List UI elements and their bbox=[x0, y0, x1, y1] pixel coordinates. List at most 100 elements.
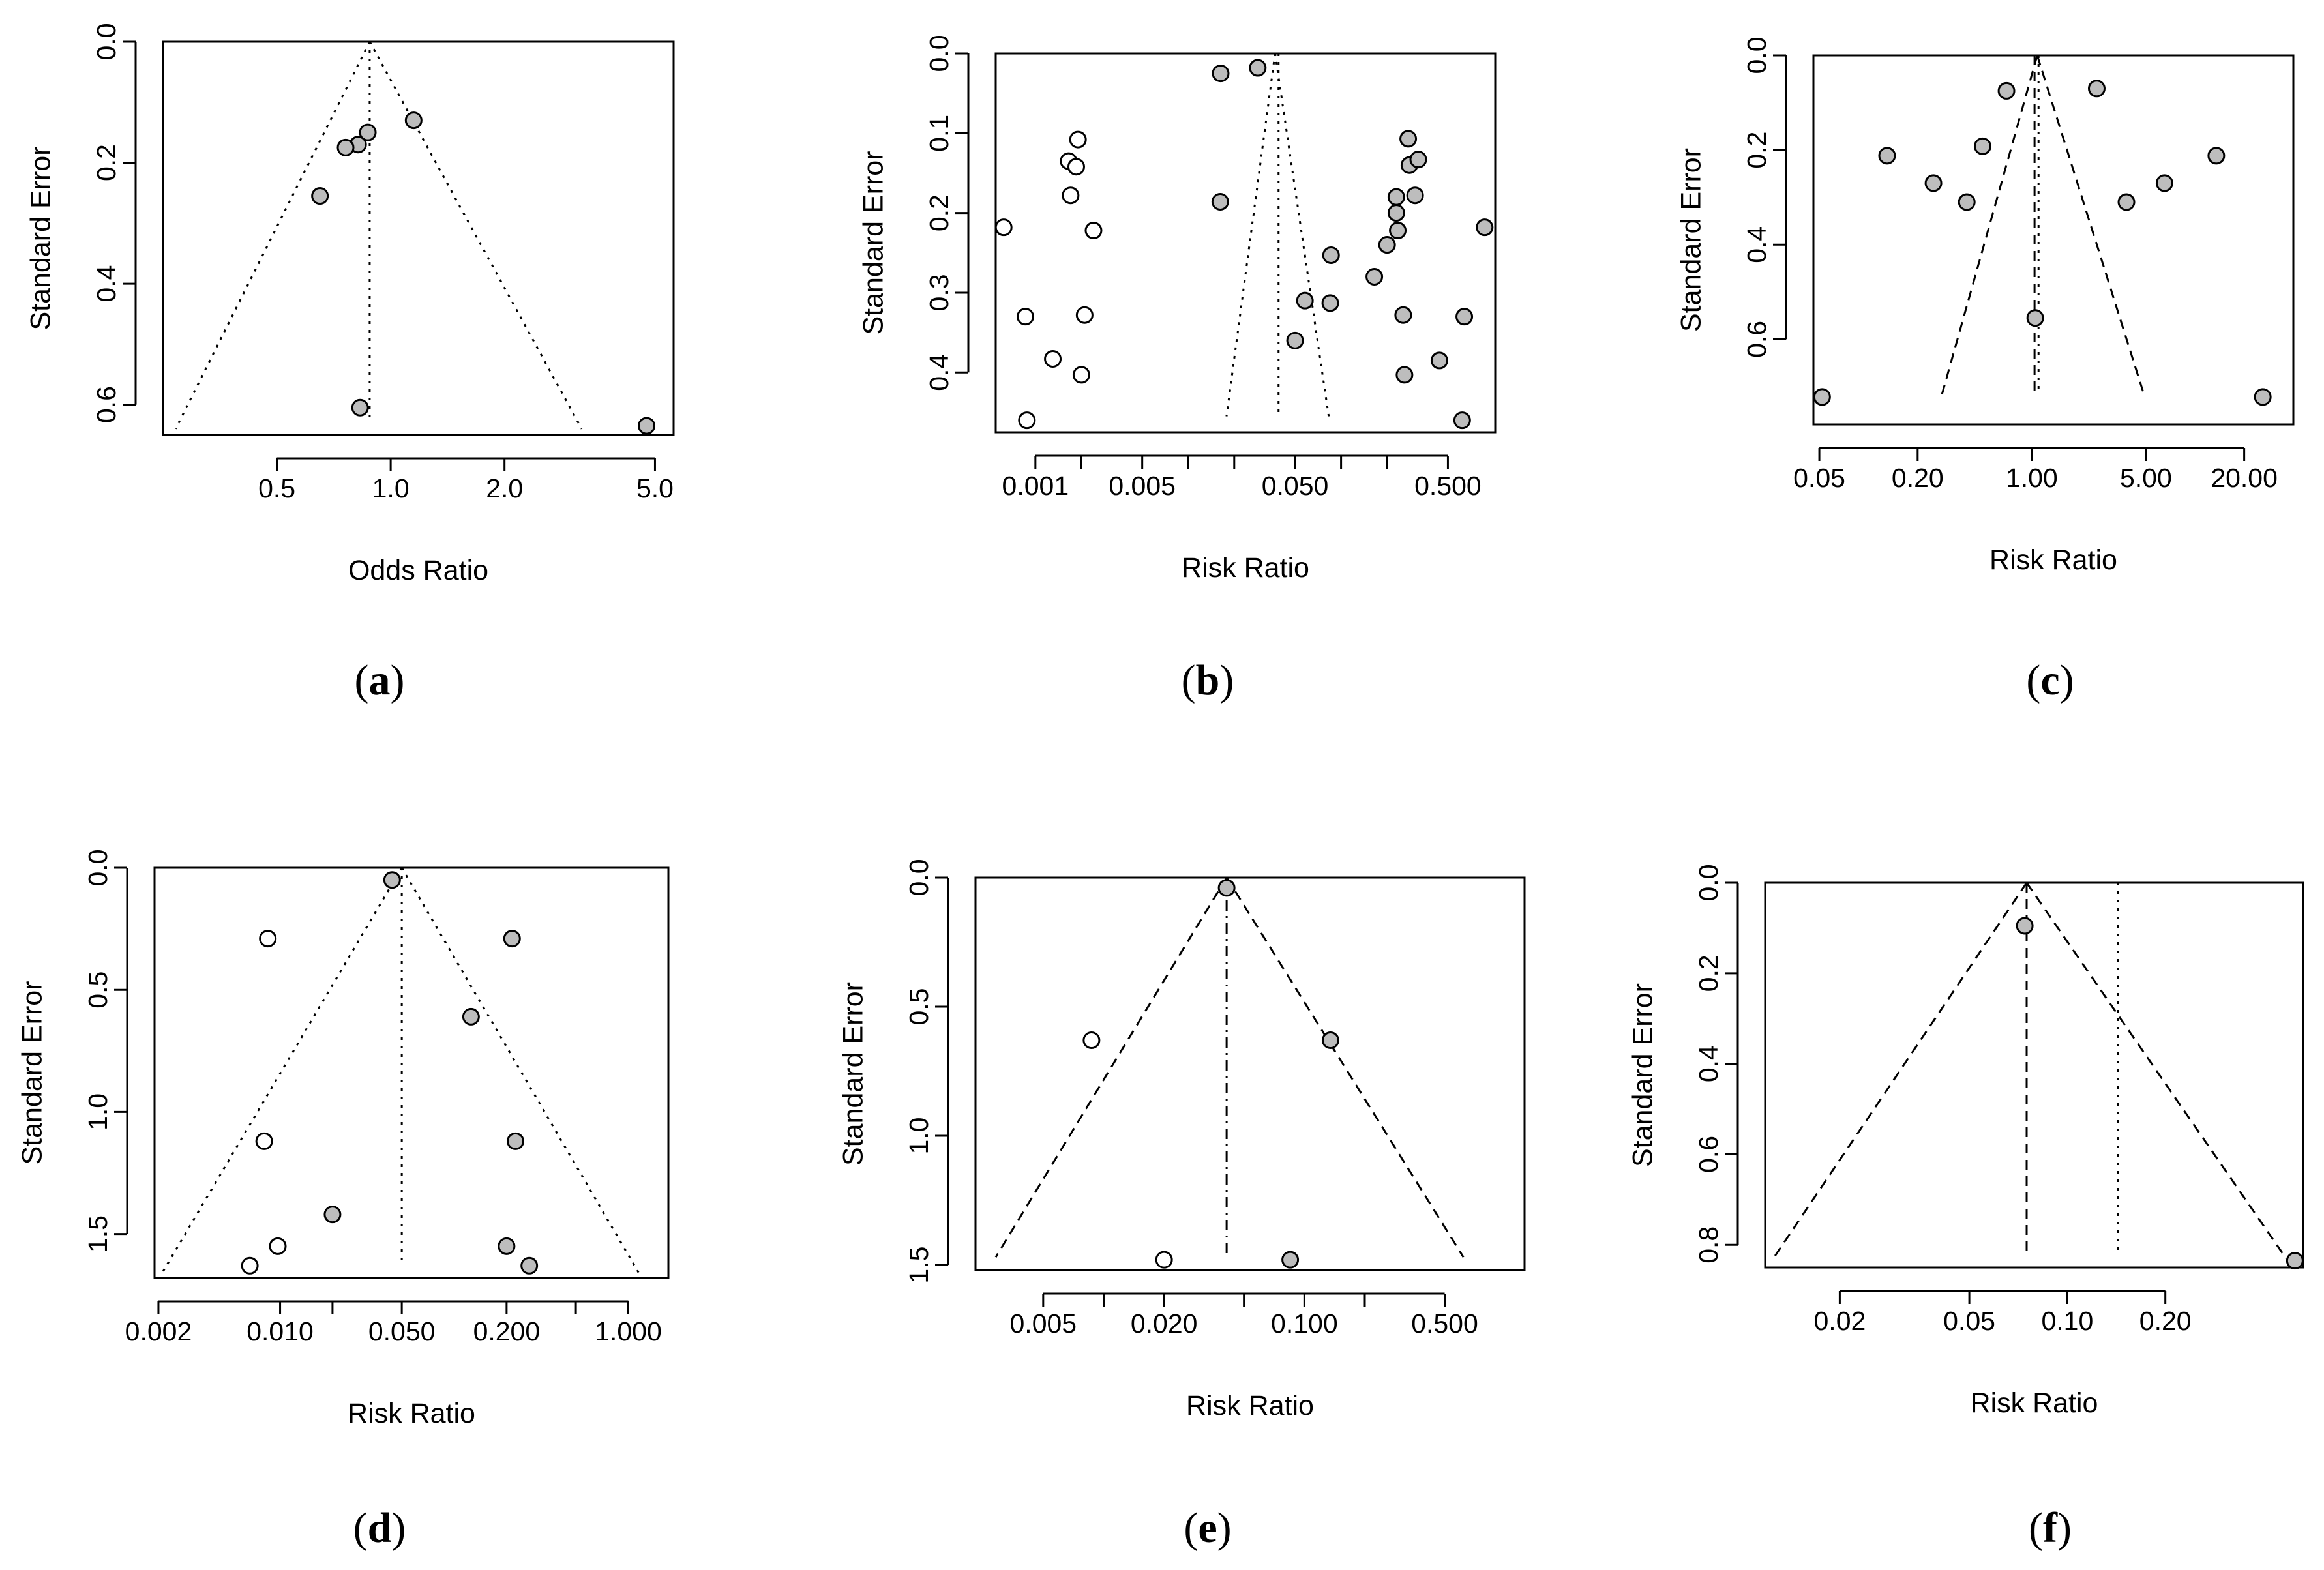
x-tick-label-b: 0.050 bbox=[1262, 471, 1329, 501]
study-point-a bbox=[359, 123, 377, 141]
imputed-point-b bbox=[1018, 411, 1036, 430]
funnel-line-e bbox=[994, 877, 1228, 1258]
y-tick-label-d: 0.5 bbox=[83, 971, 113, 1009]
plot-frame-e bbox=[974, 876, 1526, 1271]
x-axis-title-c: Risk Ratio bbox=[1989, 544, 2117, 576]
imputed-point-e bbox=[1082, 1031, 1101, 1050]
funnel-plot-f: 0.0 0.2 0.4 0.6 0.8 Standard Error 0.02 0.05 0.1… bbox=[1627, 865, 2304, 1552]
study-point-b bbox=[1394, 306, 1412, 324]
y-axis-title-c: Standard Error bbox=[1675, 148, 1706, 332]
x-tick-label-e: 0.100 bbox=[1271, 1309, 1338, 1339]
x-tick-label-b: 0.005 bbox=[1109, 471, 1176, 501]
y-axis-title-f: Standard Error bbox=[1627, 983, 1658, 1167]
y-tick-label-f: 0.4 bbox=[1693, 1045, 1723, 1082]
study-point-c bbox=[1924, 174, 1943, 192]
study-point-c bbox=[2207, 147, 2226, 165]
funnel-line-c bbox=[1940, 55, 2038, 396]
imputed-point-b bbox=[1084, 222, 1103, 240]
study-point-c bbox=[1997, 81, 2016, 100]
funnel-line-d bbox=[400, 867, 640, 1274]
imputed-point-b bbox=[1069, 130, 1087, 149]
y-tick-label-a: 0.2 bbox=[91, 144, 121, 181]
x-tick-label-a: 5.0 bbox=[636, 473, 674, 503]
panel-label-e: (e) bbox=[1184, 1504, 1231, 1552]
funnel-plot-a: 0.0 0.2 0.4 0.6 Standard Error 0.5 1.0 2.0 5.0 Od… bbox=[25, 23, 675, 704]
y-tick-label-a: 0.0 bbox=[91, 23, 121, 61]
y-tick-label-c: 0.6 bbox=[1742, 321, 1772, 358]
plot-frame-c bbox=[1812, 54, 2295, 426]
x-tick-label-c: 5.00 bbox=[2120, 463, 2172, 493]
y-tick-label-e: 1.0 bbox=[904, 1118, 934, 1155]
y-tick-label-c: 0.0 bbox=[1742, 37, 1772, 74]
panel-label-f: (f) bbox=[2029, 1504, 2072, 1552]
x-axis-title-e: Risk Ratio bbox=[1186, 1390, 1314, 1421]
x-tick-label-d: 0.050 bbox=[368, 1316, 436, 1346]
y-tick-label-d: 1.0 bbox=[83, 1093, 113, 1131]
study-point-c bbox=[2087, 80, 2106, 98]
x-tick-label-e: 0.020 bbox=[1131, 1309, 1198, 1339]
y-tick-label-f: 0.2 bbox=[1693, 955, 1723, 992]
imputed-point-b bbox=[1017, 308, 1035, 326]
plot-frame-d bbox=[153, 866, 670, 1279]
x-tick-label-e: 0.500 bbox=[1411, 1309, 1478, 1339]
study-point-b bbox=[1399, 130, 1418, 148]
study-point-f bbox=[2286, 1252, 2304, 1270]
study-point-b bbox=[1476, 218, 1494, 237]
x-tick-label-f: 0.05 bbox=[1943, 1306, 1995, 1336]
x-tick-label-a: 0.5 bbox=[258, 473, 295, 503]
imputed-point-b bbox=[1062, 186, 1080, 205]
y-axis-title-a: Standard Error bbox=[25, 146, 56, 330]
imputed-point-d bbox=[241, 1256, 259, 1275]
funnel-plot-e: 0.0 0.5 1.0 1.5 Standard Error 0.005 0.020 0.10… bbox=[837, 859, 1526, 1552]
y-tick-label-b: 0.0 bbox=[924, 35, 954, 72]
y-tick-label-b: 0.1 bbox=[924, 115, 954, 152]
study-point-c bbox=[2254, 388, 2272, 406]
panel-letter-a: a bbox=[369, 657, 391, 704]
study-point-b bbox=[1296, 291, 1314, 310]
y-tick-label-b: 0.3 bbox=[924, 274, 954, 311]
study-point-b bbox=[1286, 331, 1304, 349]
study-point-d bbox=[462, 1007, 480, 1026]
y-tick-label-b: 0.4 bbox=[924, 354, 954, 391]
study-point-b bbox=[1387, 188, 1405, 206]
panel-label-a: (a) bbox=[355, 657, 405, 704]
imputed-point-b bbox=[1075, 306, 1094, 324]
x-tick-label-d: 0.002 bbox=[125, 1316, 192, 1346]
study-point-d bbox=[323, 1206, 342, 1224]
study-point-a bbox=[311, 187, 329, 205]
imputed-point-b bbox=[1044, 349, 1062, 368]
study-point-b bbox=[1406, 186, 1424, 205]
plot-frame-a bbox=[162, 40, 675, 436]
imputed-point-d bbox=[255, 1132, 273, 1150]
x-axis-title-f: Risk Ratio bbox=[1971, 1387, 2098, 1419]
panel-letter-d: d bbox=[368, 1504, 392, 1552]
study-point-f bbox=[2016, 917, 2034, 935]
x-tick-label-f: 0.02 bbox=[1814, 1306, 1866, 1336]
x-tick-label-f: 0.20 bbox=[2139, 1306, 2192, 1336]
y-tick-label-e: 1.5 bbox=[904, 1247, 934, 1284]
y-tick-label-f: 0.6 bbox=[1693, 1136, 1723, 1173]
x-tick-label-a: 1.0 bbox=[372, 473, 410, 503]
y-tick-label-f: 0.0 bbox=[1693, 865, 1723, 902]
imputed-point-b bbox=[1072, 366, 1090, 384]
study-point-c bbox=[2155, 174, 2173, 192]
study-point-d bbox=[520, 1256, 539, 1275]
funnel-line-a bbox=[368, 41, 583, 430]
study-point-a bbox=[404, 111, 423, 130]
study-point-e bbox=[1217, 879, 1236, 897]
study-point-b bbox=[1395, 366, 1414, 384]
imputed-point-d bbox=[269, 1237, 287, 1255]
y-tick-label-f: 0.8 bbox=[1693, 1226, 1723, 1264]
x-tick-label-d: 0.200 bbox=[473, 1316, 541, 1346]
study-point-b bbox=[1322, 246, 1340, 264]
panel-letter-c: c bbox=[2040, 657, 2059, 704]
study-point-d bbox=[507, 1132, 525, 1150]
panel-label-b: (b) bbox=[1182, 657, 1234, 704]
study-point-b bbox=[1430, 351, 1448, 370]
imputed-point-b bbox=[994, 218, 1013, 237]
funnel-line-d bbox=[161, 867, 403, 1274]
study-point-c bbox=[1878, 147, 1896, 165]
y-tick-label-a: 0.4 bbox=[91, 265, 121, 303]
panel-label-d: (d) bbox=[353, 1504, 406, 1552]
funnel-plot-c: 0.0 0.2 0.4 0.6 Standard Error 0.05 0.20 1.00 5.… bbox=[1675, 37, 2295, 704]
